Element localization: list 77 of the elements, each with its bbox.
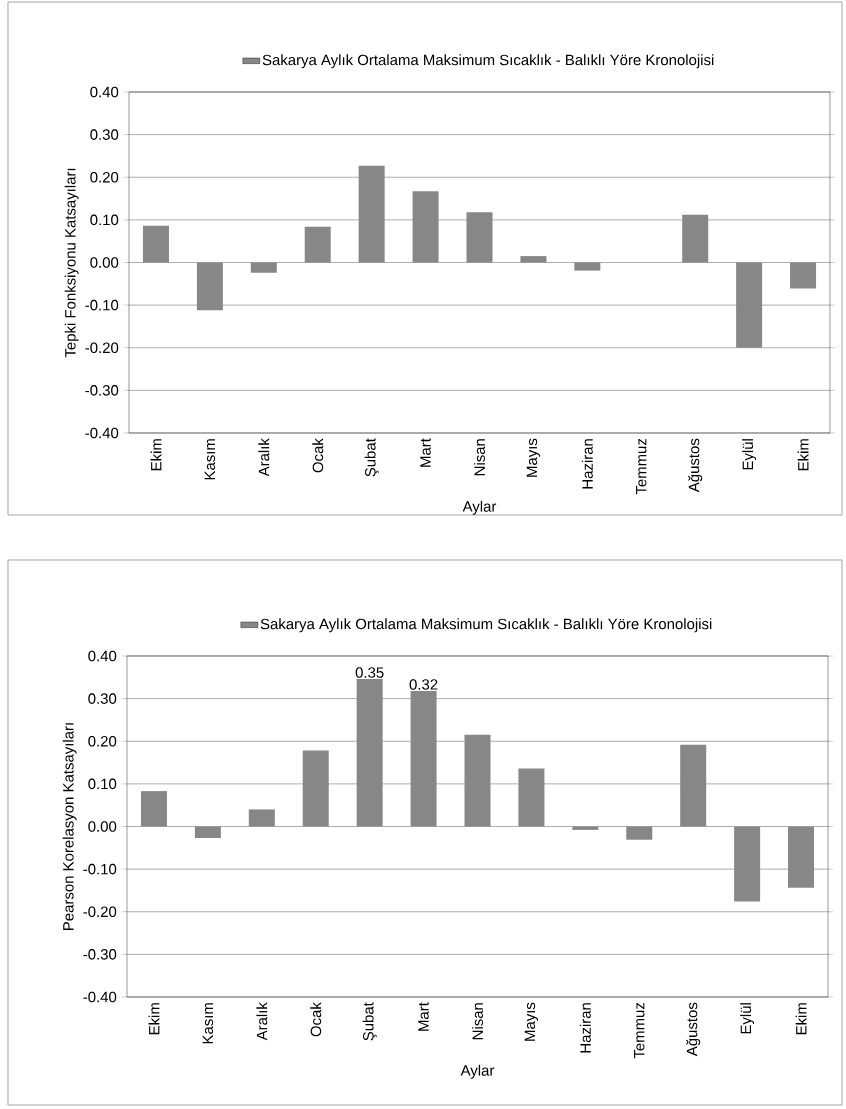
bar — [790, 262, 817, 289]
y-tick-label: 0.40 — [90, 86, 119, 98]
y-tick-label: 0.40 — [88, 650, 117, 662]
y-tick-label: -0.40 — [83, 991, 117, 1003]
y-tick-label: -0.10 — [83, 863, 117, 875]
y-tick-label: 0.10 — [90, 214, 119, 226]
x-tick-label: Mayıs — [524, 1002, 539, 1041]
bar — [356, 679, 383, 827]
data-label: 0.32 — [409, 679, 438, 690]
x-tick-label: Şubat — [362, 1002, 377, 1041]
y-tick-label: 0.00 — [90, 257, 119, 268]
x-tick-label: Nisan — [472, 1003, 483, 1040]
bar — [304, 226, 331, 263]
y-tick-label: -0.20 — [85, 342, 119, 354]
bar — [250, 262, 277, 273]
x-tick-label: Ekim — [150, 439, 162, 471]
bar — [302, 750, 329, 827]
x-tick-label: Ağustos — [686, 1002, 701, 1057]
x-tick-label: Kasım — [204, 439, 216, 480]
bar — [466, 212, 493, 263]
y-tick-label: -0.20 — [83, 906, 117, 918]
x-tick-label: Mart — [418, 1002, 429, 1031]
bar — [412, 191, 439, 263]
y-tick-label: -0.30 — [85, 385, 119, 396]
bar — [788, 826, 815, 888]
bar — [142, 225, 169, 263]
bar — [520, 256, 547, 263]
x-tick-label: Ağustos — [688, 438, 703, 493]
x-tick-label: Mart — [420, 438, 431, 467]
x-tick-label: Ekim — [797, 439, 809, 471]
data-label: 0.35 — [355, 667, 384, 678]
y-tick-label: 0.20 — [90, 171, 119, 183]
x-tick-label: Ekim — [148, 1003, 160, 1035]
y-tick-label: 0.00 — [88, 821, 117, 832]
bar — [410, 690, 437, 827]
x-tick-label: Ocak — [310, 1002, 322, 1037]
bar — [734, 826, 761, 902]
bar — [140, 791, 167, 827]
bar — [682, 214, 709, 263]
y-tick-label: 0.30 — [88, 693, 117, 704]
bar — [626, 826, 653, 840]
x-axis-title: Aylar — [462, 500, 497, 515]
x-tick-label: Aralık — [258, 438, 270, 477]
bar — [464, 734, 491, 827]
bar — [248, 809, 275, 827]
y-axis-title: Pearson Korelasyon Katsayıları — [62, 723, 77, 930]
y-tick-label: 0.10 — [88, 778, 117, 790]
x-tick-label: Haziran — [579, 1003, 591, 1053]
bar — [680, 744, 707, 827]
x-tick-label: Kasım — [202, 1003, 214, 1044]
legend-label: Sakarya Aylık Ortalama Maksimum Sıcaklık - Balıklı Yöre Kronolojisi — [260, 618, 712, 633]
x-tick-label: Aralık — [256, 1002, 268, 1041]
x-tick-label: Mayıs — [526, 438, 541, 477]
x-tick-label: Eylül — [740, 1003, 755, 1034]
y-tick-label: -0.30 — [83, 949, 117, 960]
x-tick-label: Nisan — [474, 439, 485, 476]
x-tick-label: Şubat — [364, 438, 379, 477]
bar — [736, 262, 763, 348]
bar — [196, 262, 223, 311]
x-axis-title: Aylar — [460, 1064, 495, 1079]
bar — [572, 826, 599, 830]
bar — [358, 165, 385, 263]
y-tick-label: 0.20 — [88, 735, 117, 747]
x-tick-label: Temmuz — [634, 1002, 645, 1059]
bar — [518, 768, 545, 827]
y-tick-label: -0.40 — [85, 427, 119, 439]
bar — [574, 262, 601, 271]
y-tick-label: 0.30 — [90, 129, 119, 140]
y-tick-label: -0.10 — [85, 299, 119, 311]
x-tick-label: Temmuz — [636, 438, 647, 495]
x-tick-label: Ocak — [312, 438, 324, 473]
x-tick-label: Ekim — [795, 1003, 807, 1035]
x-tick-label: Eylül — [742, 439, 757, 470]
bar — [194, 826, 221, 838]
x-tick-label: Haziran — [581, 439, 593, 489]
y-axis-title: Tepki Fonksiyonu Katsayıları — [64, 168, 79, 358]
legend-label: Sakarya Aylık Ortalama Maksimum Sıcaklık - Balıklı Yöre Kronolojisi — [262, 54, 714, 69]
